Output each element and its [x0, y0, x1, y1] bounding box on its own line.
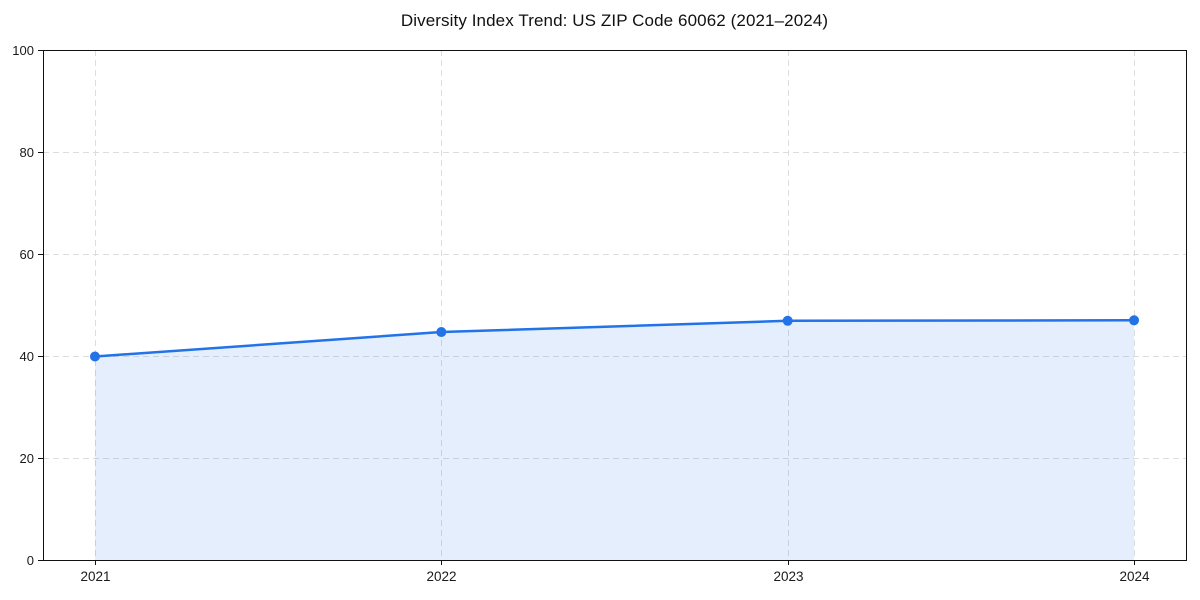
x-tick-label: 2024 [1119, 569, 1150, 584]
data-point-2022 [436, 327, 447, 338]
y-tick-label: 80 [20, 145, 34, 160]
area-fill [94, 320, 1135, 560]
y-tick-label: 100 [12, 43, 34, 58]
x-tick-label: 2022 [426, 569, 456, 584]
y-tick-label: 0 [27, 553, 34, 568]
data-point-2024 [1129, 315, 1140, 326]
y-tick-label: 60 [20, 247, 34, 262]
trend-line [93, 319, 1136, 358]
x-axis: 2021 2022 2023 2024 [80, 560, 1150, 584]
data-point-2023 [782, 315, 793, 326]
y-axis: 0 20 40 60 80 100 [12, 43, 43, 568]
chart-title: Diversity Index Trend: US ZIP Code 60062… [400, 11, 829, 30]
y-tick-label: 40 [20, 349, 34, 364]
data-point-2021 [89, 351, 100, 362]
data-points [89, 315, 1140, 362]
axes-frame [43, 50, 1187, 561]
y-tick-label: 20 [20, 451, 34, 466]
x-tick-label: 2021 [80, 569, 110, 584]
x-tick-label: 2023 [773, 569, 803, 584]
